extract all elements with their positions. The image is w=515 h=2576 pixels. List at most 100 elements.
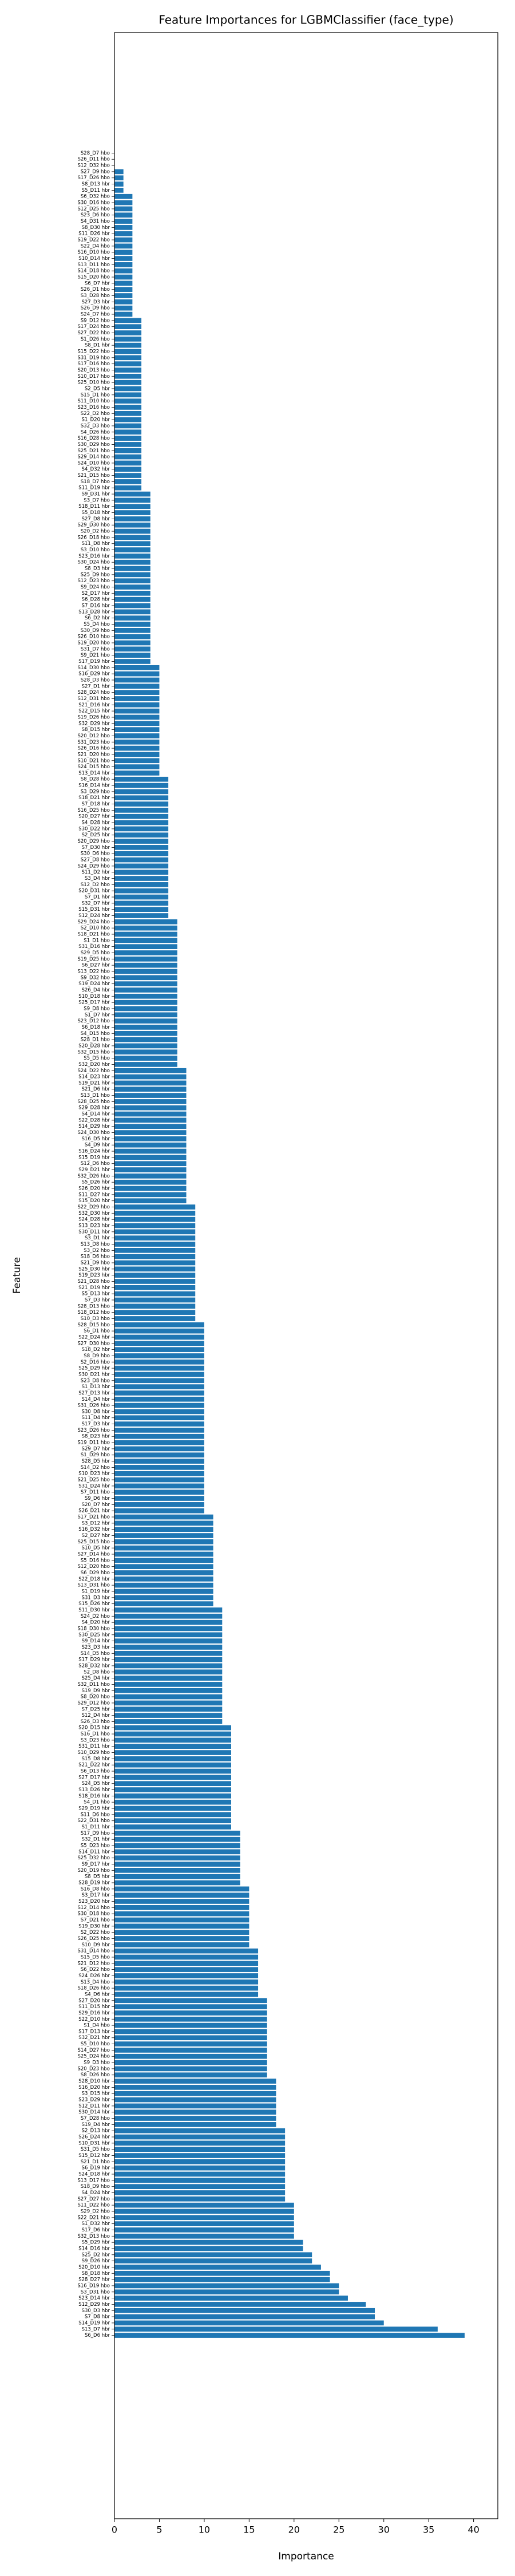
y-tick-label: S20_D13 hbo <box>77 368 110 373</box>
x-tick-label: 0 <box>112 2524 117 2535</box>
y-tick-label: S25_D10 hbo <box>77 380 110 386</box>
bar <box>114 1086 187 1092</box>
bar <box>114 1421 204 1427</box>
y-tick-label: S11_D15 hbr <box>78 2004 110 2010</box>
bar <box>114 1043 177 1049</box>
bar <box>114 1638 223 1643</box>
bar <box>114 250 133 255</box>
bar <box>114 826 169 832</box>
bar <box>114 1731 231 1737</box>
y-tick-label: S12_D4 hbr <box>82 1713 110 1718</box>
y-tick-label: S18_D6 hbo <box>81 1254 110 1260</box>
y-tick-label: S24_D2 hbo <box>81 1614 110 1619</box>
y-tick-label: S18_D7 hbo <box>81 479 110 485</box>
y-tick-label: S19_D26 hbo <box>77 714 110 720</box>
bar <box>114 1762 231 1768</box>
y-tick-label: S30_D3 hbr <box>82 2308 110 2314</box>
bar <box>114 1793 231 1799</box>
y-tick-label: S18_D12 hbo <box>77 1310 110 1315</box>
bar <box>114 820 169 825</box>
y-tick-label: S29_D5 hbo <box>81 950 110 956</box>
y-tick-label: S6_D7 hbr <box>85 280 110 286</box>
y-tick-label: S27_D8 hbr <box>82 516 110 522</box>
bar <box>114 702 160 708</box>
bar <box>114 2029 267 2034</box>
bar <box>114 1093 187 1098</box>
y-tick-label: S3_D31 hbo <box>81 2289 110 2295</box>
bar <box>114 231 133 236</box>
bar <box>114 1570 213 1575</box>
y-tick-label: S26_D18 hbo <box>77 535 110 540</box>
bar <box>114 752 160 757</box>
y-tick-label: S14_D19 hbr <box>78 2320 110 2326</box>
bar <box>114 733 160 738</box>
y-tick-label: S28_D7 hbo <box>81 151 110 156</box>
y-tick-label: S32_D3 hbo <box>81 423 110 429</box>
y-tick-label: S16_D10 hbo <box>77 250 110 255</box>
bar <box>114 349 142 354</box>
bar <box>114 2184 286 2189</box>
bar <box>114 1694 223 1700</box>
bar <box>114 857 169 863</box>
bar <box>114 1663 223 1669</box>
bar <box>114 1279 196 1284</box>
x-tick-label: 10 <box>199 2524 210 2535</box>
y-tick-label: S31_D7 hbo <box>81 646 110 652</box>
y-tick-label: S15_D31 hbr <box>78 907 110 912</box>
y-tick-label: S20_D12 hbo <box>77 733 110 739</box>
bar <box>114 1973 259 1978</box>
y-tick-label: S4_D15 hbo <box>81 1031 110 1037</box>
y-tick-label: S6_D27 hbr <box>82 963 110 969</box>
bar <box>114 2134 286 2140</box>
bar <box>114 1527 213 1532</box>
bar <box>114 1551 213 1557</box>
bar <box>114 522 150 528</box>
bar <box>114 1775 231 1780</box>
bar <box>114 1601 213 1606</box>
y-tick-label: S13_D4 hbo <box>81 1980 110 1985</box>
bar <box>114 2010 267 2016</box>
y-tick-label: S25_D4 hbr <box>82 1676 110 1681</box>
bar <box>114 206 133 212</box>
bar <box>114 1706 223 1712</box>
y-tick-label: S4_D9 hbr <box>85 1143 110 1148</box>
bar <box>114 2035 267 2041</box>
y-tick-label: S25_D32 hbo <box>77 1855 110 1861</box>
y-tick-label: S14_D30 hbo <box>77 665 110 671</box>
y-tick-label: S27_D8 hbo <box>81 858 110 863</box>
bar <box>114 2258 312 2263</box>
bar <box>114 1409 204 1415</box>
bar <box>114 293 133 298</box>
bar <box>114 1607 223 1613</box>
y-tick-label: S21_D20 hbo <box>77 752 110 757</box>
bar <box>114 634 150 639</box>
bar <box>114 1316 196 1321</box>
y-tick-label: S6_D22 hbo <box>81 1967 110 1973</box>
bar <box>114 1985 259 1991</box>
bar <box>114 454 142 460</box>
bar <box>114 1700 223 1706</box>
bar <box>114 1905 249 1910</box>
bar <box>114 361 142 366</box>
y-tick-label: S1_D1 hbo <box>84 938 110 943</box>
bar <box>114 764 160 769</box>
y-tick-label: S24_D22 hbo <box>77 1068 110 1074</box>
y-tick-label: S11_D2 hbr <box>82 870 110 875</box>
bar <box>114 280 133 286</box>
y-tick-label: S9_D31 hbr <box>82 492 110 497</box>
y-tick-label: S10_D9 hbr <box>82 1942 110 1948</box>
y-tick-label: S10_D3 hbo <box>81 1316 110 1322</box>
bar <box>114 237 133 243</box>
bar <box>114 1768 231 1774</box>
bar <box>114 727 160 732</box>
y-tick-label: S13_D14 hbr <box>78 771 110 776</box>
bar <box>114 584 150 590</box>
bar <box>114 2072 267 2078</box>
y-tick-label: S19_D9 hbr <box>82 1688 110 1694</box>
y-tick-label: S21_D22 hbr <box>78 1763 110 1768</box>
bar <box>114 1025 177 1030</box>
y-tick-label: S26_D10 hbo <box>77 634 110 640</box>
y-tick-label: S17_D24 hbo <box>77 324 110 330</box>
bar <box>114 1942 249 1947</box>
bar <box>114 491 150 497</box>
